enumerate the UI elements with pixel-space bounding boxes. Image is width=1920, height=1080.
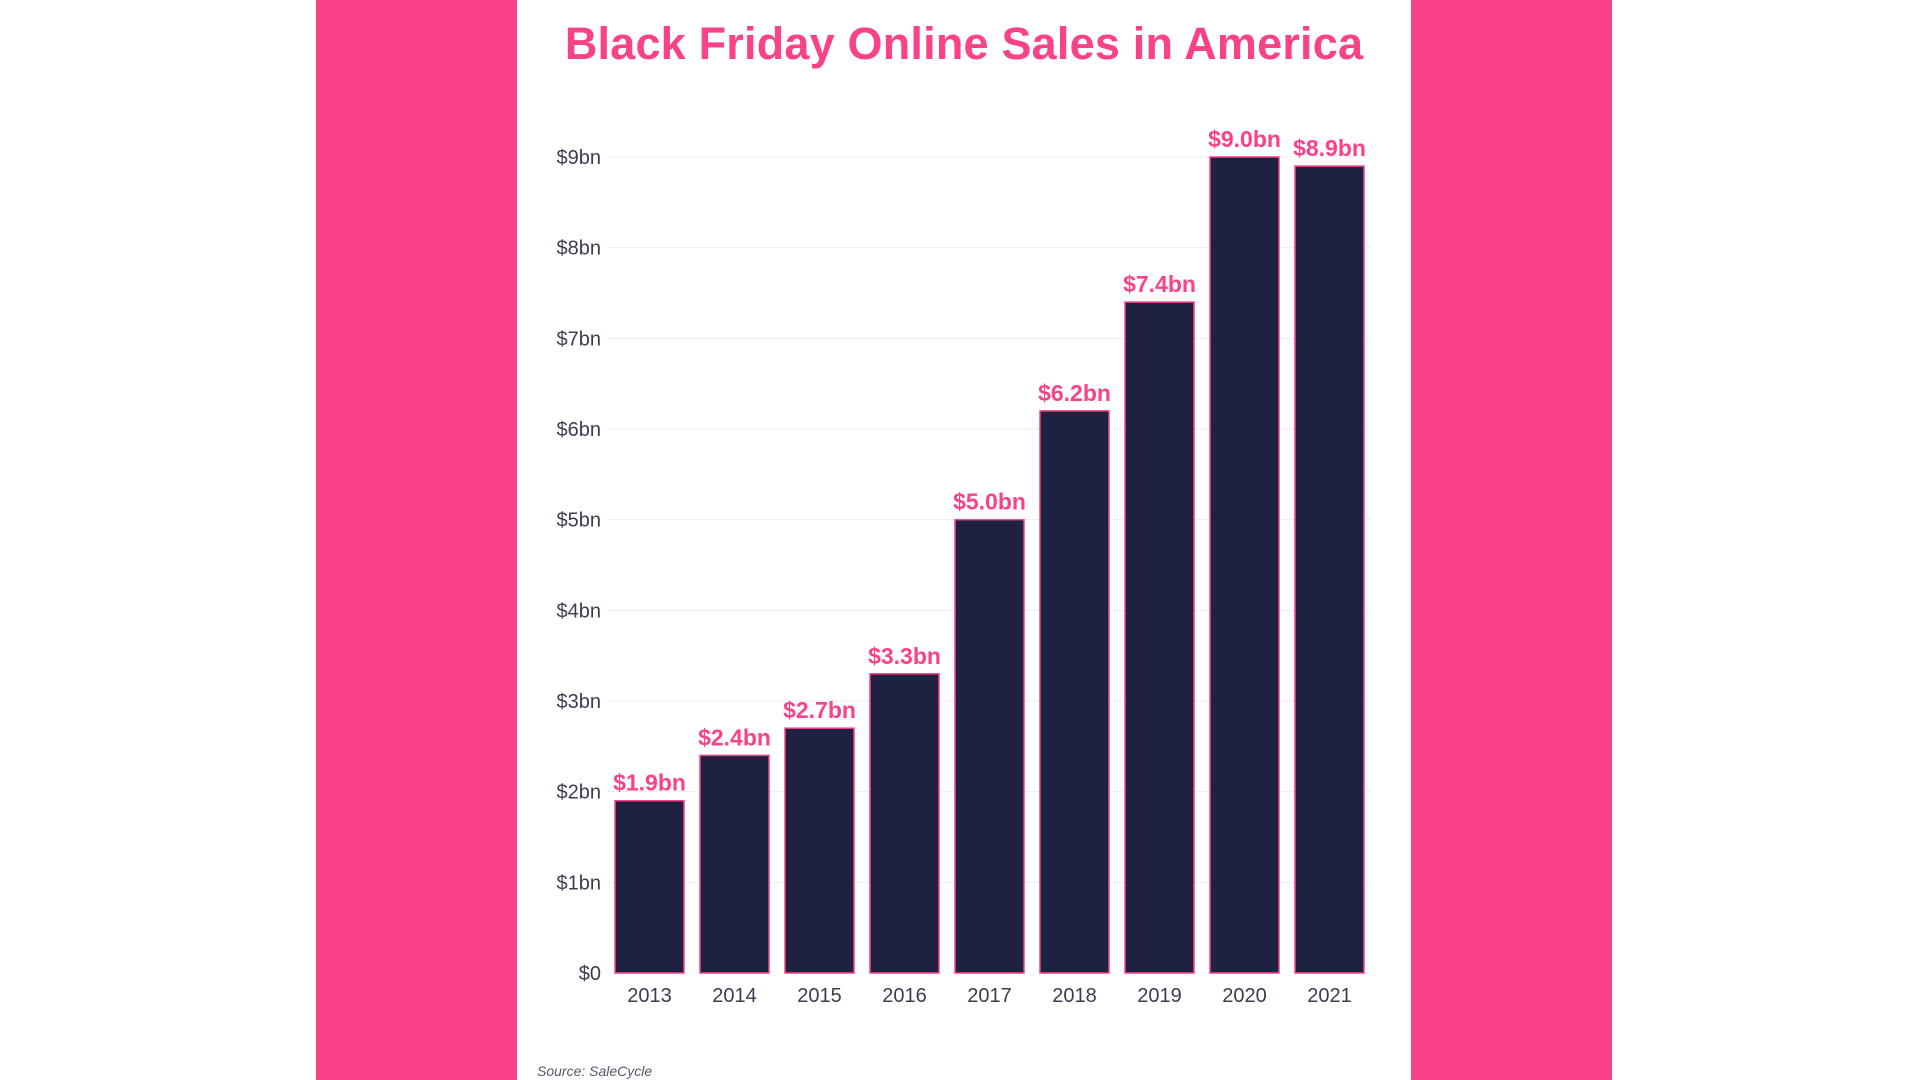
y-tick-label: $2bn [557, 782, 602, 804]
y-tick-label: $6bn [557, 419, 602, 441]
data-label-2017: $5.0bn [953, 489, 1026, 515]
chart-title: Black Friday Online Sales in America [564, 18, 1364, 69]
x-tick-label: 2013 [627, 985, 672, 1007]
bar-2021 [1294, 165, 1365, 974]
x-tick-label: 2020 [1222, 985, 1267, 1007]
y-tick-label: $8bn [557, 238, 602, 260]
chart-source: Source: SaleCycle [537, 1063, 653, 1079]
x-tick-label: 2019 [1137, 985, 1182, 1007]
bar-2016 [869, 673, 940, 974]
bar-2014 [699, 754, 770, 974]
data-label-2020: $9.0bn [1208, 126, 1281, 152]
data-label-2019: $7.4bn [1123, 271, 1196, 297]
bar-2019 [1124, 301, 1195, 974]
bar-2018 [1039, 410, 1110, 974]
x-tick-label: 2018 [1052, 985, 1097, 1007]
y-tick-label: $4bn [557, 600, 602, 622]
y-tick-label: $1bn [557, 872, 602, 894]
data-label-2018: $6.2bn [1038, 380, 1111, 406]
y-tick-label: $7bn [557, 328, 602, 350]
bar-2015 [784, 727, 855, 974]
left-decorative-band [316, 0, 517, 1080]
data-label-2013: $1.9bn [613, 770, 686, 796]
bar-chart: $0 $1bn $2bn $3bn $4bn $5bn $6bn $7bn $8bn $9bn $1… [557, 126, 1372, 1007]
bar-2013 [614, 799, 685, 974]
bar-2020 [1209, 156, 1280, 974]
y-tick-label: $9bn [557, 147, 602, 169]
data-label-2021: $8.9bn [1293, 135, 1366, 161]
x-tick-label: 2015 [797, 985, 842, 1007]
x-tick-label: 2021 [1307, 985, 1352, 1007]
data-label-2016: $3.3bn [868, 643, 941, 669]
bar-2017 [954, 518, 1025, 974]
y-tick-label: $5bn [557, 510, 602, 532]
data-label-2014: $2.4bn [698, 724, 771, 750]
x-tick-label: 2014 [712, 985, 757, 1007]
y-tick-label: $0 [579, 963, 601, 985]
x-tick-label: 2016 [882, 985, 927, 1007]
chart-panel: Black Friday Online Sales in America $0 $… [517, 0, 1411, 1080]
data-label-2015: $2.7bn [783, 697, 856, 723]
y-tick-label: $3bn [557, 691, 602, 713]
x-tick-label: 2017 [967, 985, 1012, 1007]
right-decorative-band [1411, 0, 1612, 1080]
